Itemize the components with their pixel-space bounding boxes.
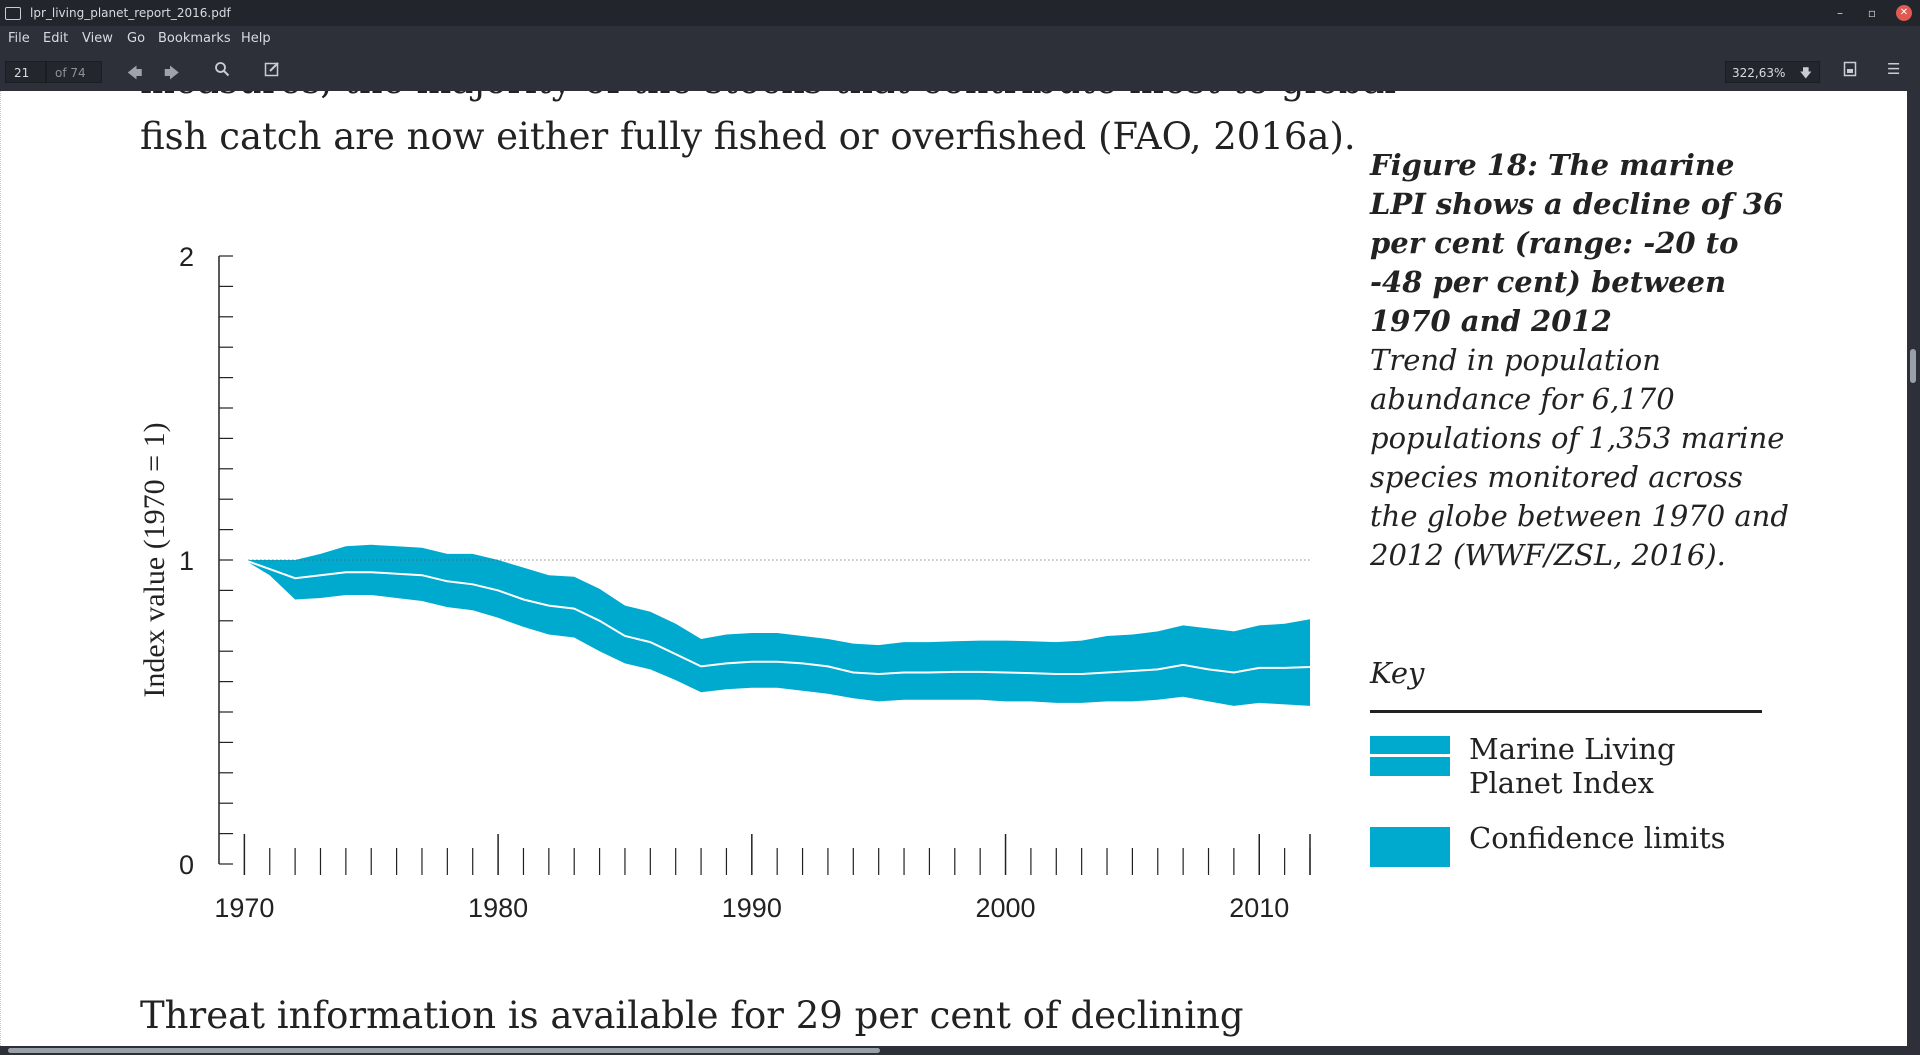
zoom-selector[interactable]: 322,63% 🡇 <box>1725 61 1820 83</box>
marine-lpi-chart: 0 1 2 Index value (1970 = 1) 1970 1980 1990 200… <box>138 242 1311 923</box>
body-text-partial: measures, the majority of the stocks tha… <box>140 91 1396 102</box>
x-tick-label: 1970 <box>214 893 274 923</box>
zoom-value: 322,63% <box>1732 66 1786 80</box>
page-total: of 74 <box>46 61 102 83</box>
legend-swatch-lpi <box>1370 736 1450 776</box>
y-tick-label: 1 <box>179 546 194 576</box>
menu-bar: File Edit View Go Bookmarks Help <box>0 26 1920 51</box>
annotate-icon[interactable] <box>264 61 280 81</box>
menu-bookmarks[interactable]: Bookmarks <box>158 31 231 46</box>
menu-file[interactable]: File <box>8 31 30 46</box>
figure-title: Figure 18: The marine LPI shows a declin… <box>1370 148 1784 338</box>
horizontal-scroll-thumb[interactable] <box>8 1048 880 1053</box>
legend-label-confidence: Confidence limits <box>1469 821 1726 855</box>
minimize-button[interactable]: – <box>1837 6 1843 20</box>
legend-swatch-confidence <box>1370 827 1450 867</box>
legend-heading: Key <box>1370 656 1425 690</box>
figure-description: Trend in population abundance for 6,170 … <box>1370 343 1789 572</box>
page-number-input[interactable]: 21 <box>5 61 46 83</box>
app-icon <box>5 7 21 20</box>
pdf-page: measures, the majority of the stocks tha… <box>0 91 1907 1046</box>
x-tick-label: 2010 <box>1229 893 1289 923</box>
legend-divider <box>1370 710 1762 713</box>
vertical-scroll-thumb[interactable] <box>1910 349 1916 383</box>
y-axis-label: Index value (1970 = 1) <box>138 422 171 697</box>
previous-page-icon[interactable]: 🡄 <box>127 64 143 82</box>
y-tick-label: 0 <box>179 850 194 880</box>
search-icon[interactable] <box>214 61 230 81</box>
window-title: lpr_living_planet_report_2016.pdf <box>30 6 231 20</box>
vertical-scrollbar[interactable] <box>1907 91 1920 1046</box>
menu-view[interactable]: View <box>82 31 113 46</box>
menu-help[interactable]: Help <box>241 31 271 46</box>
figure-caption: Figure 18: The marine LPI shows a declin… <box>1370 146 1790 575</box>
x-tick-label: 1990 <box>722 893 782 923</box>
toolbar: 21 of 74 🡄 🡆 322,63% 🡇 ☰ <box>0 51 1920 91</box>
legend-label-lpi: Marine Living Planet Index <box>1469 732 1676 800</box>
horizontal-scrollbar[interactable] <box>0 1046 1920 1055</box>
page-edge <box>0 91 4 1046</box>
x-tick-label: 2000 <box>975 893 1035 923</box>
menu-go[interactable]: Go <box>127 31 146 46</box>
x-tick-label: 1980 <box>468 893 528 923</box>
menu-edit[interactable]: Edit <box>43 31 69 46</box>
arrow-down-icon: 🡇 <box>1799 66 1812 80</box>
fit-page-icon[interactable] <box>1843 61 1857 81</box>
close-button[interactable]: ✕ <box>1896 5 1912 21</box>
title-bar: lpr_living_planet_report_2016.pdf – ▫ ✕ <box>0 0 1920 26</box>
next-page-icon[interactable]: 🡆 <box>164 64 180 82</box>
confidence-band <box>244 544 1310 706</box>
body-text: fish catch are now either fully fished o… <box>140 115 1356 158</box>
hamburger-menu-icon[interactable]: ☰ <box>1887 60 1901 78</box>
restore-button[interactable]: ▫ <box>1867 6 1877 20</box>
body-text-bottom: Threat information is available for 29 p… <box>140 994 1244 1037</box>
y-tick-label: 2 <box>179 242 194 272</box>
lpi-index-line <box>244 559 1311 676</box>
